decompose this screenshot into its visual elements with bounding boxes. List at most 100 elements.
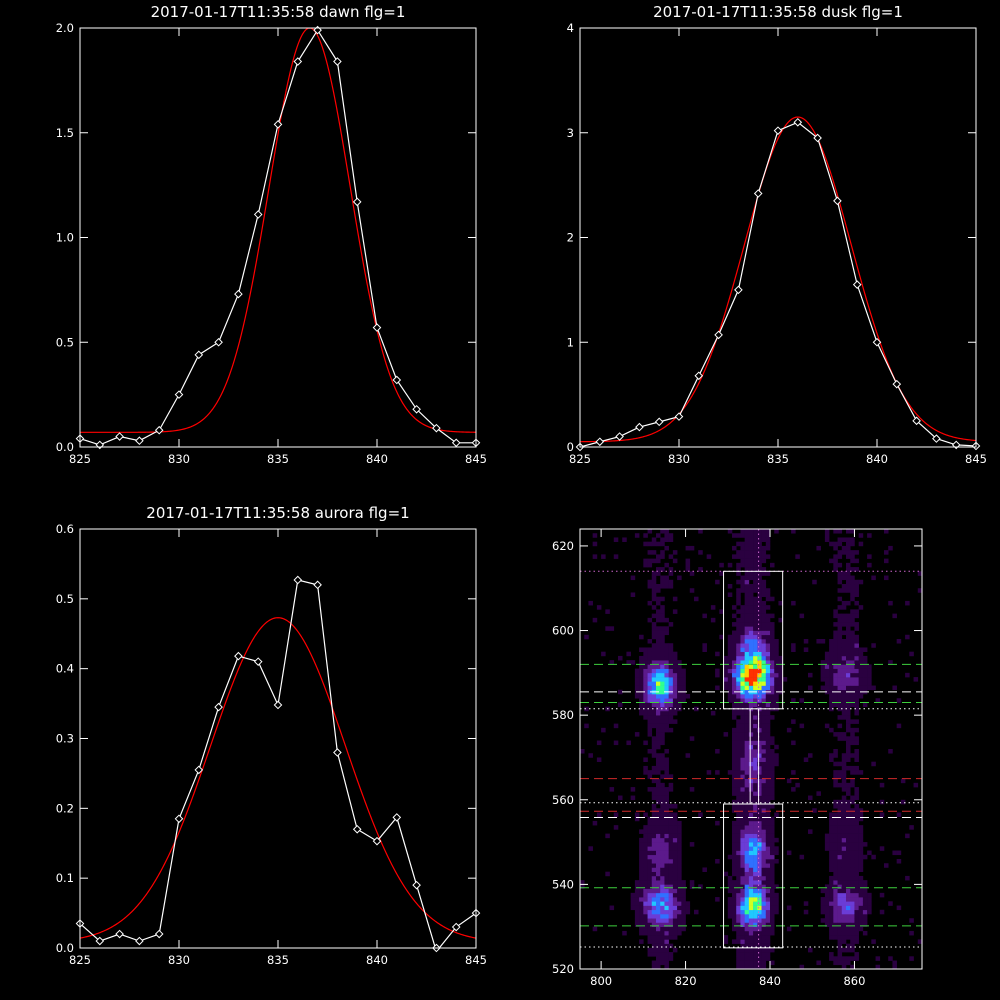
heatmap-cell: [850, 947, 855, 953]
heatmap-cell: [647, 820, 653, 826]
heatmap-cell: [841, 715, 847, 720]
heatmap-cell: [846, 537, 851, 542]
heatmap-cell: [846, 567, 851, 572]
heatmap-cell: [837, 842, 843, 847]
heatmap-cell: [668, 774, 674, 779]
heatmap-cell: [829, 875, 834, 881]
heatmap-cell: [824, 660, 830, 665]
heatmap-cell: [854, 909, 859, 915]
heatmap-cell: [770, 634, 775, 640]
heatmap-cell: [672, 930, 678, 936]
heatmap-cell: [744, 825, 750, 830]
heatmap-cell: [761, 782, 767, 788]
heatmap-cell: [837, 922, 843, 927]
heatmap-cell: [639, 880, 644, 885]
heatmap-cell: [660, 681, 665, 686]
heatmap-cell: [757, 740, 762, 746]
heatmap-cell: [736, 850, 741, 856]
heatmap-cell: [854, 795, 859, 801]
heatmap-cell: [765, 723, 771, 729]
heatmap-cell: [685, 562, 691, 568]
heatmap-cell: [833, 909, 838, 915]
heatmap-cell: [753, 541, 758, 547]
heatmap-cell: [757, 774, 762, 779]
heatmap-cell: [744, 550, 750, 555]
heatmap-cell: [753, 558, 758, 564]
heatmap-cell: [753, 812, 758, 817]
heatmap-cell: [829, 694, 834, 699]
heatmap-cell: [905, 600, 910, 606]
heatmap-cell: [774, 753, 779, 758]
heatmap-cell: [740, 859, 745, 864]
heatmap-cell: [829, 926, 834, 932]
heatmap-cell: [727, 562, 733, 568]
heatmap-cell: [740, 651, 745, 657]
heatmap-cell: [753, 778, 758, 784]
heatmap-cell: [757, 888, 762, 894]
heatmap-cell: [770, 689, 775, 695]
heatmap-cell: [736, 622, 741, 627]
heatmap-cell: [867, 905, 872, 911]
heatmap-cell: [744, 677, 750, 682]
heatmap-cell: [858, 918, 864, 923]
heatmap-cell: [761, 634, 767, 640]
heatmap-cell: [833, 541, 838, 547]
heatmap-cell: [681, 892, 686, 898]
heatmap-cell: [656, 905, 661, 911]
heatmap-cell: [833, 837, 838, 843]
heatmap-cell: [841, 575, 847, 581]
heatmap-cell: [689, 588, 695, 593]
heatmap-cell: [732, 926, 737, 932]
heatmap-cell: [727, 677, 733, 682]
heatmap-cell: [833, 782, 838, 788]
heatmap-cell: [660, 630, 665, 636]
heatmap-cell: [774, 672, 779, 678]
heatmap-cell: [689, 880, 695, 885]
heatmap-cell: [681, 677, 686, 682]
heatmap-cell: [833, 643, 838, 648]
heatmap-cell: [740, 820, 745, 826]
heatmap-cell: [761, 617, 767, 623]
heatmap-cell: [647, 749, 653, 754]
heatmap-cell: [770, 820, 775, 826]
heatmap-cell: [651, 584, 657, 589]
heatmap-cell: [748, 668, 754, 674]
heatmap-cell: [672, 833, 678, 839]
heatmap-cell: [761, 550, 767, 555]
heatmap-cell: [647, 715, 653, 720]
heatmap-cell: [846, 905, 851, 911]
data-point: [372, 323, 382, 332]
heatmap-cell: [664, 914, 669, 919]
heatmap-cell: [858, 897, 864, 902]
heatmap-cell: [732, 668, 737, 674]
heatmap-cell: [660, 914, 665, 919]
heatmap-cell: [850, 846, 855, 851]
heatmap-cell: [757, 672, 762, 678]
heatmap-cell: [858, 541, 864, 547]
heatmap-cell: [736, 820, 741, 826]
heatmap-cell: [744, 952, 750, 957]
heatmap-cell: [660, 952, 665, 957]
heatmap-cell: [841, 694, 847, 699]
heatmap-cell: [765, 820, 771, 826]
heatmap-cell: [740, 914, 745, 919]
heatmap-cell: [850, 918, 855, 923]
heatmap-cell: [748, 812, 754, 817]
heatmap-cell: [732, 643, 737, 648]
heatmap-cell: [757, 579, 762, 585]
heatmap-cell: [744, 660, 750, 665]
heatmap-cell: [833, 622, 838, 627]
heatmap-cell: [664, 926, 669, 932]
heatmap-cell: [647, 664, 653, 669]
heatmap-cell: [736, 630, 741, 636]
heatmap-cell: [736, 753, 741, 758]
heatmap-cell: [664, 715, 669, 720]
heatmap-cell: [841, 545, 847, 551]
heatmap-cell: [850, 617, 855, 623]
y-tick-label: 0.0: [56, 941, 74, 955]
heatmap-cell: [765, 892, 771, 898]
heatmap-cell: [837, 825, 843, 830]
heatmap-cell: [748, 952, 754, 957]
heatmap-cell: [850, 668, 855, 674]
heatmap-cell: [668, 660, 674, 665]
